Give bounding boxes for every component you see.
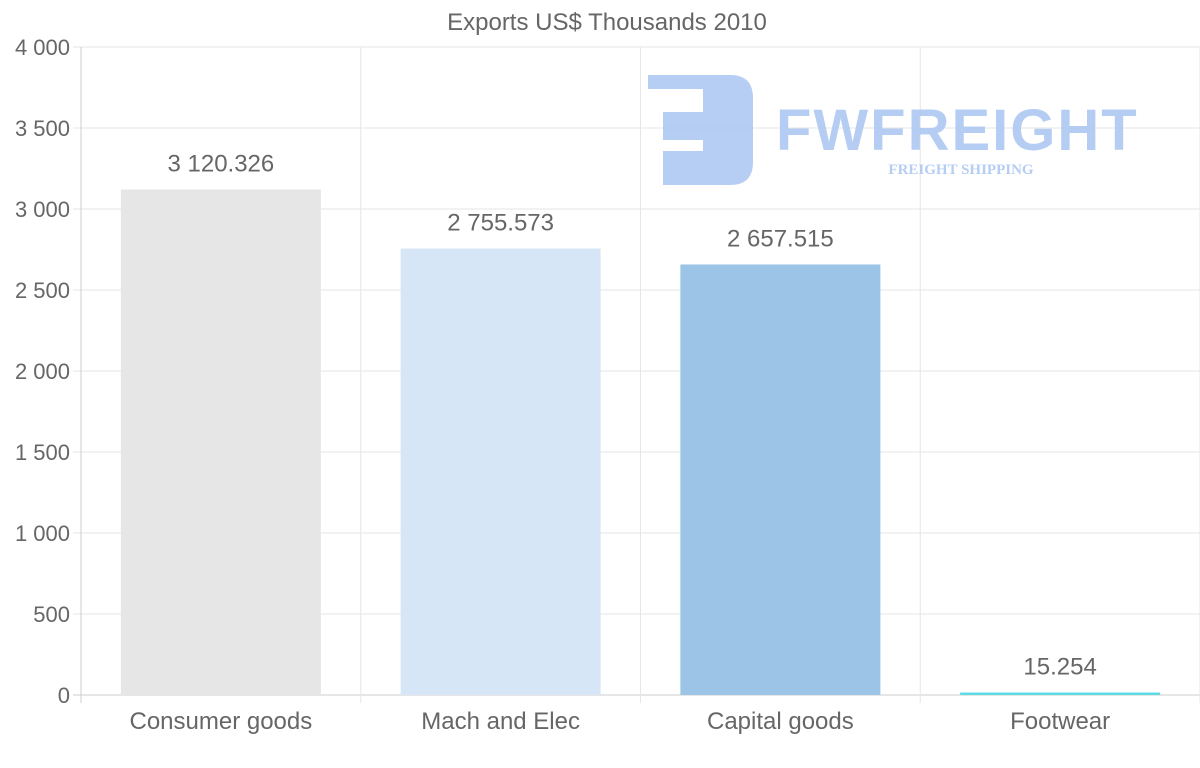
data-label: 2 755.573 [447, 210, 554, 237]
y-tick-label: 3 000 [15, 197, 70, 222]
y-tick-label: 2 500 [15, 278, 70, 303]
svg-text:FREIGHT SHIPPING: FREIGHT SHIPPING [888, 162, 1033, 178]
y-tick-label: 1 000 [15, 521, 70, 546]
bar-capital-goods[interactable] [680, 264, 881, 695]
chart-title: Exports US$ Thousands 2010 [447, 9, 767, 36]
svg-text:FWFREIGHT: FWFREIGHT [776, 98, 1139, 163]
y-tick-label: 1 500 [15, 440, 70, 465]
y-tick-label: 2 000 [15, 359, 70, 384]
data-label: 2 657.515 [727, 225, 834, 252]
x-tick-label: Footwear [1010, 708, 1110, 735]
x-tick-label: Mach and Elec [421, 708, 580, 735]
fwfreight-logo-watermark: FWFREIGHT FREIGHT SHIPPING [648, 75, 1139, 185]
y-tick-label: 500 [33, 602, 70, 627]
bars [120, 189, 1161, 695]
data-label: 3 120.326 [167, 151, 274, 178]
bar-consumer-goods[interactable] [120, 189, 321, 695]
y-tick-label: 0 [58, 683, 70, 708]
y-tick-label: 4 000 [15, 35, 70, 60]
bar-mach-and-elec[interactable] [400, 248, 601, 695]
bar-footwear[interactable] [960, 692, 1161, 695]
x-tick-label: Consumer goods [129, 708, 312, 735]
data-label: 15.254 [1023, 654, 1096, 681]
labels: 0 500 1 000 1 500 2 000 2 500 3 000 3 500 4 000 3… [15, 35, 1110, 735]
y-tick-label: 3 500 [15, 116, 70, 141]
x-tick-label: Capital goods [707, 708, 854, 735]
logo-mark-icon [648, 75, 753, 185]
